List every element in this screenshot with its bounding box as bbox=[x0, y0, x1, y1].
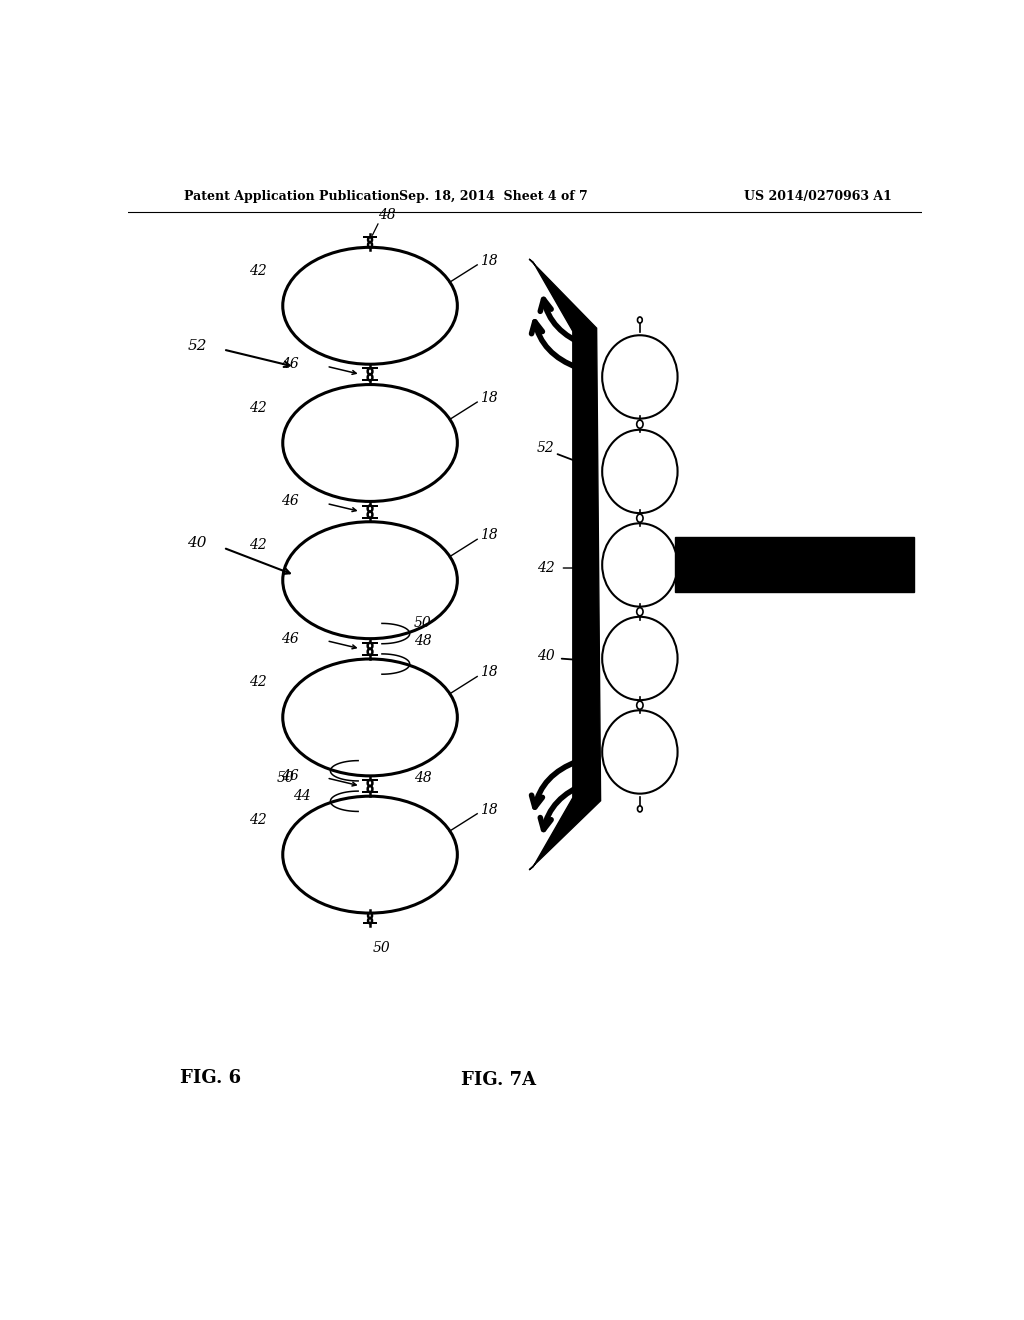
Text: 42: 42 bbox=[249, 539, 267, 552]
Text: 50: 50 bbox=[373, 941, 390, 954]
Text: 48: 48 bbox=[414, 634, 431, 648]
Text: FIG. 6: FIG. 6 bbox=[179, 1069, 241, 1088]
Text: 46: 46 bbox=[281, 768, 299, 783]
Circle shape bbox=[368, 780, 373, 785]
Text: 50: 50 bbox=[414, 616, 431, 631]
Text: 42: 42 bbox=[537, 561, 554, 576]
Circle shape bbox=[368, 506, 373, 512]
Circle shape bbox=[368, 643, 373, 649]
Circle shape bbox=[637, 701, 643, 709]
Circle shape bbox=[368, 368, 373, 375]
Circle shape bbox=[637, 607, 643, 615]
Text: 44: 44 bbox=[293, 789, 310, 803]
Text: 48: 48 bbox=[378, 209, 395, 222]
Text: 42: 42 bbox=[249, 813, 267, 826]
Text: 42: 42 bbox=[249, 401, 267, 414]
Text: 40: 40 bbox=[537, 649, 554, 664]
Polygon shape bbox=[529, 259, 601, 870]
Text: 50: 50 bbox=[276, 771, 295, 785]
Text: 52: 52 bbox=[187, 339, 207, 354]
Text: 48: 48 bbox=[414, 771, 431, 785]
Text: 42: 42 bbox=[249, 264, 267, 277]
Text: 40: 40 bbox=[187, 536, 207, 549]
Circle shape bbox=[368, 913, 372, 919]
Text: 42: 42 bbox=[249, 676, 267, 689]
Text: 18: 18 bbox=[479, 253, 498, 268]
Circle shape bbox=[368, 649, 373, 655]
Text: 18: 18 bbox=[479, 528, 498, 543]
Circle shape bbox=[637, 420, 643, 428]
Text: 11: 11 bbox=[696, 537, 714, 550]
Text: 46: 46 bbox=[281, 358, 299, 371]
Text: 18: 18 bbox=[479, 803, 498, 817]
Text: 18: 18 bbox=[479, 391, 498, 405]
Circle shape bbox=[368, 785, 373, 792]
Text: 52: 52 bbox=[537, 441, 554, 455]
Text: FIG. 7A: FIG. 7A bbox=[461, 1072, 537, 1089]
Text: 46: 46 bbox=[281, 632, 299, 645]
Circle shape bbox=[638, 805, 642, 812]
Bar bbox=[675, 536, 913, 593]
Text: 46: 46 bbox=[281, 495, 299, 508]
Circle shape bbox=[368, 238, 372, 243]
Circle shape bbox=[637, 515, 643, 523]
Text: Sep. 18, 2014  Sheet 4 of 7: Sep. 18, 2014 Sheet 4 of 7 bbox=[398, 190, 588, 202]
Circle shape bbox=[368, 243, 372, 247]
Circle shape bbox=[368, 375, 373, 380]
Text: Patent Application Publication: Patent Application Publication bbox=[183, 190, 399, 202]
Text: 18: 18 bbox=[479, 665, 498, 680]
Text: US 2014/0270963 A1: US 2014/0270963 A1 bbox=[744, 190, 892, 202]
Circle shape bbox=[368, 512, 373, 517]
Circle shape bbox=[368, 919, 372, 923]
Circle shape bbox=[638, 317, 642, 323]
